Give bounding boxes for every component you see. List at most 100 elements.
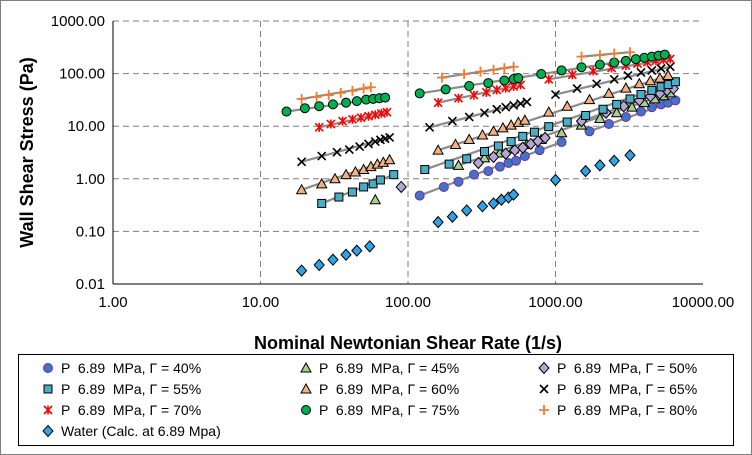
legend-marker <box>42 424 54 438</box>
data-point-series-5 <box>662 69 674 81</box>
data-point-series-9 <box>365 82 376 93</box>
legend-label: Water (Calc. at 6.89 Mpa) <box>61 423 221 439</box>
data-point-series-5 <box>542 106 555 117</box>
data-point-series-5 <box>519 114 531 125</box>
data-point-series-6 <box>636 67 646 78</box>
data-point-series-10 <box>476 200 489 213</box>
data-point-series-6 <box>623 70 633 81</box>
data-point-series-6 <box>332 147 342 157</box>
data-point-series-7 <box>481 87 491 97</box>
data-point-series-10 <box>594 159 606 172</box>
data-point-series-4 <box>518 131 528 141</box>
y-tick-label: 100.00 <box>59 66 105 83</box>
legend-marker-shape <box>300 361 312 373</box>
data-point-series-8 <box>594 59 605 70</box>
legend-marker-shape <box>43 405 53 415</box>
data-point-series-9 <box>594 50 605 61</box>
data-point-series-8 <box>576 62 587 73</box>
data-point-series-1 <box>584 126 595 137</box>
data-point-series-6 <box>363 139 374 149</box>
data-point-series-10 <box>624 149 636 162</box>
y-tick-label: 10.00 <box>67 118 105 135</box>
data-point-series-9 <box>436 72 447 83</box>
data-point-series-7 <box>347 114 357 124</box>
data-point-series-10 <box>364 240 376 253</box>
data-point-series-9 <box>576 51 587 62</box>
legend-item: P 6.89 MPa, Γ = 65% <box>537 379 697 399</box>
data-point-series-8 <box>536 69 547 80</box>
legend-item: P 6.89 MPa, Γ = 70% <box>41 400 201 420</box>
x-tick-label: 10.00 <box>242 294 280 311</box>
data-point-series-2 <box>452 159 465 170</box>
data-point-series-4 <box>359 182 369 192</box>
data-point-series-3 <box>539 131 551 145</box>
data-point-series-6 <box>665 62 675 72</box>
trend-line <box>429 100 528 129</box>
data-point-series-4 <box>636 90 646 100</box>
data-point-series-5 <box>340 168 352 180</box>
legend-marker <box>300 361 312 373</box>
data-point-series-5 <box>644 74 657 86</box>
data-point-series-6 <box>344 144 354 155</box>
data-point-series-1 <box>556 137 567 148</box>
data-point-series-6 <box>656 63 666 74</box>
y-tick-label: 0.10 <box>76 223 105 240</box>
legend-label: P 6.89 MPa, Γ = 75% <box>319 402 460 418</box>
legend-label: P 6.89 MPa, Γ = 70% <box>61 402 202 418</box>
data-point-series-7 <box>326 119 336 129</box>
data-point-series-4 <box>347 187 357 197</box>
data-point-series-10 <box>295 264 308 277</box>
data-point-series-6 <box>447 116 457 126</box>
data-point-series-1 <box>483 166 494 177</box>
data-point-series-3 <box>395 180 407 194</box>
data-point-series-5 <box>583 93 596 105</box>
legend-marker-shape <box>539 405 549 415</box>
y-axis-title: Wall Shear Stress (Pa) <box>17 57 37 247</box>
data-point-series-2 <box>369 193 382 205</box>
data-point-series-4 <box>420 165 430 175</box>
data-point-series-6 <box>370 137 380 147</box>
trend-line <box>437 74 669 152</box>
data-point-series-4 <box>462 154 472 164</box>
data-point-series-10 <box>549 173 562 187</box>
data-point-series-4 <box>444 159 454 169</box>
legend-marker <box>301 405 311 415</box>
data-point-series-7 <box>382 107 392 117</box>
data-point-series-7 <box>588 66 598 76</box>
data-point-series-4 <box>334 192 344 202</box>
data-point-series-8 <box>299 103 310 114</box>
data-point-series-1 <box>636 106 647 117</box>
data-point-series-5 <box>357 163 370 175</box>
data-point-series-8 <box>440 84 451 95</box>
legend-marker-shape <box>539 384 549 394</box>
data-point-series-6 <box>501 102 511 112</box>
legend-marker-shape <box>301 405 311 415</box>
data-point-series-1 <box>670 95 681 106</box>
data-point-series-4 <box>506 137 516 147</box>
legend-label: P 6.89 MPa, Γ = 80% <box>557 402 698 418</box>
data-point-series-4 <box>647 85 657 95</box>
data-point-series-6 <box>424 122 435 132</box>
data-point-series-10 <box>579 164 592 178</box>
data-point-series-4 <box>317 198 327 208</box>
trend-line <box>581 51 631 58</box>
legend-label: P 6.89 MPa, Γ = 55% <box>61 381 202 397</box>
data-point-series-9 <box>488 64 499 75</box>
data-point-series-1 <box>603 119 614 130</box>
data-point-series-6 <box>550 89 561 100</box>
data-point-series-7 <box>363 111 374 121</box>
data-point-series-4 <box>612 99 622 109</box>
legend-label: P 6.89 MPa, Γ = 45% <box>319 360 460 376</box>
data-point-series-9 <box>311 91 322 102</box>
data-point-series-7 <box>567 70 577 80</box>
data-point-series-8 <box>499 75 510 86</box>
data-point-series-10 <box>313 258 325 272</box>
legend-marker <box>539 384 549 394</box>
data-point-series-6 <box>572 83 582 94</box>
data-point-series-6 <box>479 108 490 118</box>
data-point-series-4 <box>529 127 539 137</box>
data-point-series-9 <box>475 66 486 77</box>
x-tick-label: 1000.00 <box>528 294 582 311</box>
legend-marker <box>539 405 549 415</box>
